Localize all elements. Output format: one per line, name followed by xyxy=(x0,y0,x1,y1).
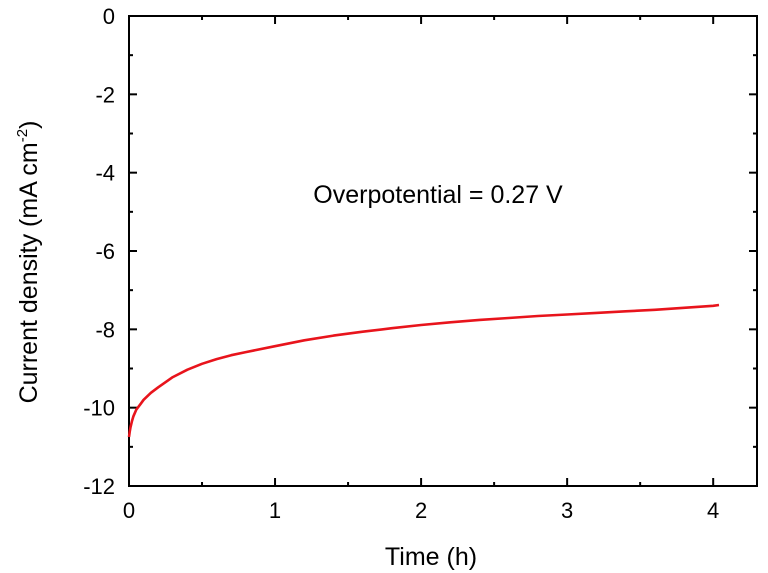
y-tick-label: 0 xyxy=(103,4,115,29)
x-axis-label: Time (h) xyxy=(385,543,477,571)
x-tick-label: 1 xyxy=(269,498,281,523)
y-tick-label: -4 xyxy=(95,161,115,186)
y-axis-label-main: Current density (mA cm xyxy=(15,142,43,403)
y-tick-label: -8 xyxy=(95,317,115,342)
y-axis-label: Current density (mA cm-2) xyxy=(14,121,43,404)
y-tick-label: -2 xyxy=(95,82,115,107)
y-tick-label: -10 xyxy=(83,396,115,421)
y-tick-label: -12 xyxy=(83,474,115,499)
x-tick-label: 3 xyxy=(561,498,573,523)
x-tick-label: 4 xyxy=(707,498,719,523)
y-tick-label: -6 xyxy=(95,239,115,264)
plot-frame xyxy=(128,15,758,487)
annotation-text: Overpotential = 0.27 V xyxy=(313,181,563,209)
y-axis-label-superscript: -2 xyxy=(14,129,31,142)
x-tick-label: 0 xyxy=(123,498,135,523)
series-line xyxy=(127,303,720,438)
y-axis-label-close: ) xyxy=(15,121,43,129)
x-tick-label: 2 xyxy=(415,498,427,523)
